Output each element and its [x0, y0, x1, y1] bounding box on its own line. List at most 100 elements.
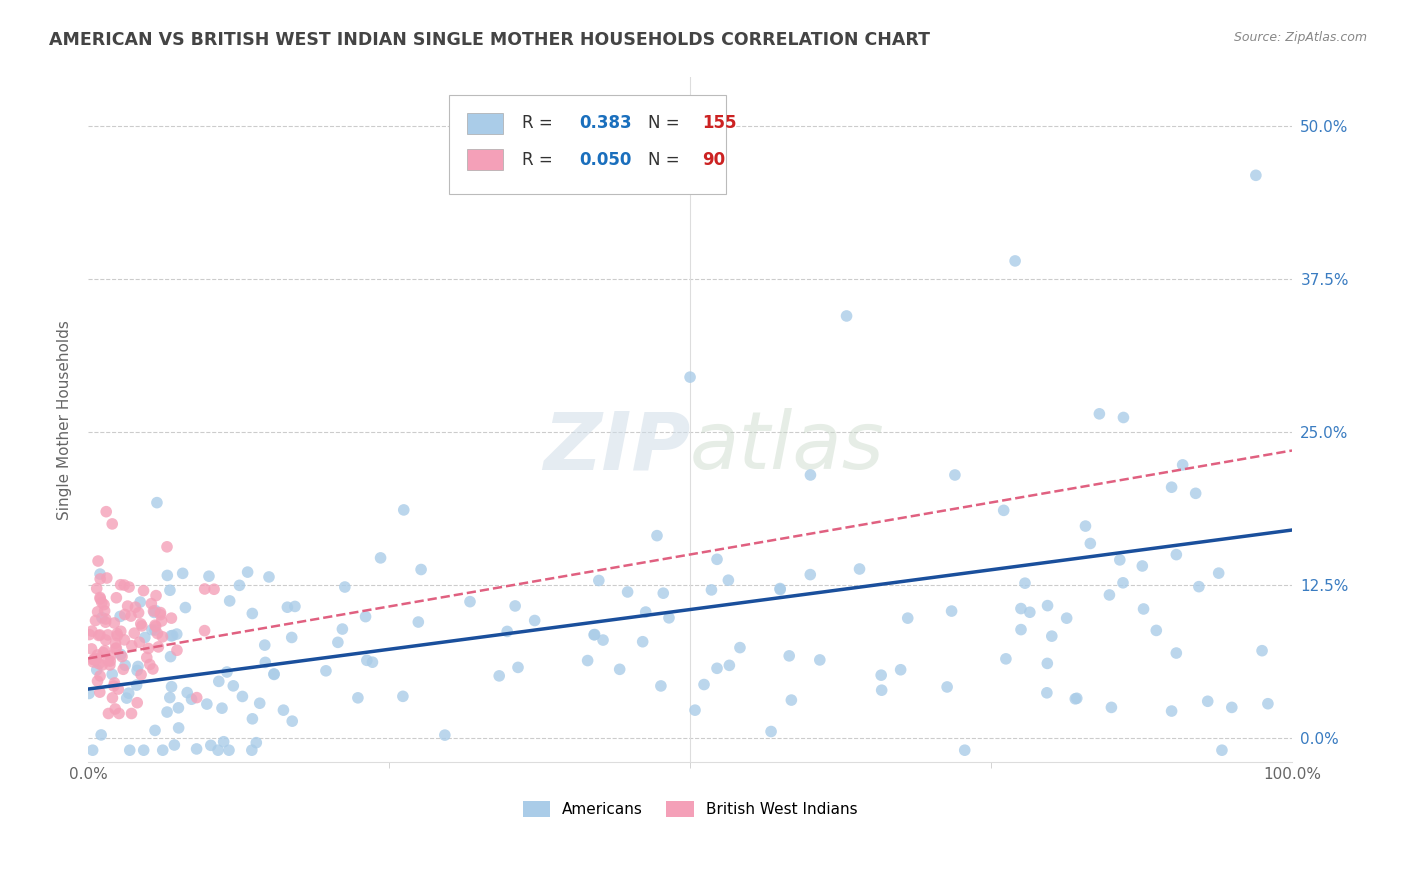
- Point: [897, 611, 920, 625]
- Point: [97, 654, 120, 668]
- Point: [150, 614, 173, 628]
- Point: [149, 606, 172, 620]
- Point: [159, 649, 181, 664]
- Point: [93, 604, 115, 618]
- Point: [89, 567, 111, 582]
- Point: [152, 630, 174, 644]
- Point: [433, 728, 456, 742]
- Point: [80, 641, 103, 656]
- Point: [263, 667, 285, 681]
- Point: [583, 627, 606, 641]
- FancyBboxPatch shape: [450, 95, 725, 194]
- Point: [1010, 601, 1032, 615]
- Point: [253, 638, 276, 652]
- Point: [1166, 548, 1188, 562]
- Point: [769, 582, 792, 597]
- Point: [890, 663, 912, 677]
- Point: [121, 706, 143, 721]
- Point: [142, 604, 165, 618]
- Point: [160, 629, 183, 643]
- Point: [280, 631, 302, 645]
- Point: [835, 309, 858, 323]
- Point: [79, 627, 101, 641]
- Point: [128, 606, 150, 620]
- Point: [1040, 629, 1063, 643]
- Point: [631, 634, 654, 648]
- Point: [122, 626, 145, 640]
- Point: [107, 681, 129, 696]
- Point: [315, 664, 337, 678]
- Point: [240, 607, 263, 621]
- Point: [105, 629, 128, 643]
- Point: [943, 467, 966, 482]
- Point: [156, 540, 179, 554]
- Point: [124, 600, 146, 615]
- Point: [1098, 588, 1121, 602]
- Point: [257, 570, 280, 584]
- Point: [194, 624, 217, 638]
- Point: [759, 724, 782, 739]
- Text: Source: ZipAtlas.com: Source: ZipAtlas.com: [1233, 31, 1367, 45]
- Point: [245, 736, 267, 750]
- Point: [89, 669, 111, 683]
- Point: [332, 622, 354, 636]
- Point: [142, 662, 165, 676]
- Point: [392, 503, 415, 517]
- Point: [117, 599, 139, 613]
- Text: N =: N =: [648, 114, 685, 132]
- Text: 90: 90: [702, 151, 725, 169]
- Point: [222, 679, 245, 693]
- Point: [1188, 580, 1211, 594]
- Point: [112, 662, 135, 676]
- Point: [1112, 410, 1135, 425]
- Point: [129, 595, 152, 609]
- Point: [87, 554, 110, 568]
- Point: [77, 686, 100, 700]
- Point: [118, 686, 141, 700]
- Point: [679, 370, 702, 384]
- Point: [870, 683, 893, 698]
- Point: [200, 739, 222, 753]
- Point: [129, 667, 152, 681]
- Point: [141, 597, 163, 611]
- Point: [650, 679, 672, 693]
- Point: [207, 743, 229, 757]
- Point: [159, 690, 181, 705]
- Point: [90, 595, 112, 609]
- Point: [105, 640, 128, 655]
- Point: [202, 582, 225, 597]
- Point: [156, 568, 179, 582]
- Text: 155: 155: [702, 114, 737, 132]
- Point: [706, 552, 728, 566]
- Point: [333, 580, 356, 594]
- Point: [848, 562, 870, 576]
- Point: [94, 612, 117, 626]
- Point: [159, 583, 181, 598]
- Point: [1010, 623, 1032, 637]
- Point: [141, 623, 163, 637]
- Point: [97, 628, 120, 642]
- Point: [236, 565, 259, 579]
- Point: [93, 598, 115, 612]
- Point: [392, 690, 415, 704]
- Point: [198, 569, 221, 583]
- Point: [110, 624, 132, 639]
- Point: [354, 609, 377, 624]
- Point: [1064, 691, 1087, 706]
- Point: [86, 648, 108, 662]
- Point: [1171, 458, 1194, 472]
- Point: [941, 604, 963, 618]
- Point: [134, 631, 156, 645]
- Point: [149, 607, 172, 622]
- Point: [98, 657, 121, 672]
- Point: [218, 594, 240, 608]
- Point: [1014, 576, 1036, 591]
- Point: [1108, 553, 1130, 567]
- Point: [242, 712, 264, 726]
- Point: [218, 743, 240, 757]
- Point: [506, 660, 529, 674]
- Point: [1184, 486, 1206, 500]
- Point: [616, 585, 638, 599]
- Point: [240, 743, 263, 757]
- Point: [100, 648, 122, 663]
